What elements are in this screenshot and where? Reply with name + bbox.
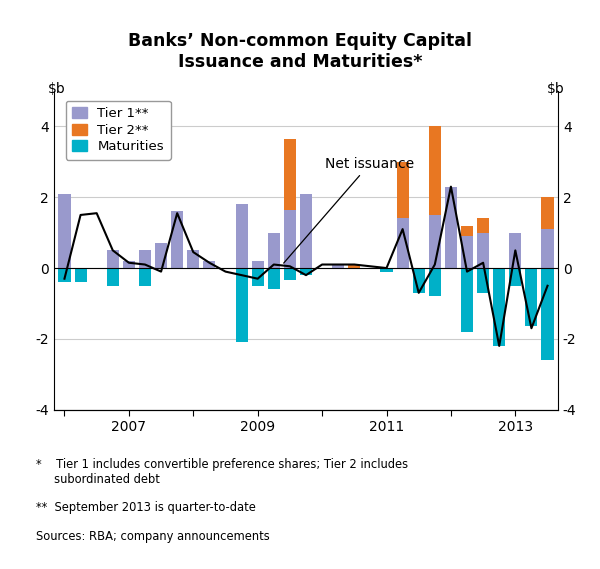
- Bar: [380, 268, 392, 271]
- Text: $b: $b: [47, 83, 65, 96]
- Bar: [461, 225, 473, 236]
- Bar: [171, 212, 183, 268]
- Bar: [236, 204, 248, 268]
- Bar: [477, 218, 489, 233]
- Bar: [429, 268, 441, 296]
- Bar: [187, 250, 199, 268]
- Bar: [477, 268, 489, 293]
- Bar: [107, 250, 119, 268]
- Bar: [509, 233, 521, 268]
- Text: **  September 2013 is quarter-to-date: ** September 2013 is quarter-to-date: [36, 501, 256, 514]
- Text: Net issuance: Net issuance: [284, 156, 415, 263]
- Legend: Tier 1**, Tier 2**, Maturities: Tier 1**, Tier 2**, Maturities: [65, 101, 170, 160]
- Bar: [300, 268, 312, 275]
- Bar: [251, 268, 264, 286]
- Bar: [429, 126, 441, 215]
- Bar: [268, 233, 280, 268]
- Bar: [139, 268, 151, 286]
- Text: $b: $b: [547, 83, 565, 96]
- Bar: [58, 268, 71, 282]
- Bar: [541, 229, 554, 268]
- Bar: [541, 268, 554, 360]
- Bar: [300, 193, 312, 268]
- Bar: [413, 268, 425, 293]
- Bar: [74, 268, 86, 282]
- Bar: [284, 268, 296, 281]
- Bar: [526, 268, 538, 327]
- Bar: [251, 261, 264, 268]
- Bar: [429, 215, 441, 268]
- Bar: [155, 244, 167, 268]
- Text: Banks’ Non-common Equity Capital
Issuance and Maturities*: Banks’ Non-common Equity Capital Issuanc…: [128, 32, 472, 71]
- Bar: [509, 268, 521, 286]
- Bar: [461, 236, 473, 268]
- Bar: [348, 265, 361, 268]
- Bar: [445, 187, 457, 268]
- Bar: [236, 268, 248, 343]
- Bar: [284, 209, 296, 268]
- Bar: [107, 268, 119, 286]
- Text: Sources: RBA; company announcements: Sources: RBA; company announcements: [36, 530, 270, 543]
- Bar: [332, 265, 344, 268]
- Bar: [541, 197, 554, 229]
- Bar: [203, 261, 215, 268]
- Bar: [397, 162, 409, 218]
- Bar: [397, 218, 409, 268]
- Text: *    Tier 1 includes convertible preference shares; Tier 2 includes
     subordi: * Tier 1 includes convertible preference…: [36, 458, 408, 486]
- Bar: [58, 193, 71, 268]
- Bar: [493, 268, 505, 346]
- Bar: [461, 268, 473, 332]
- Bar: [268, 268, 280, 289]
- Bar: [477, 233, 489, 268]
- Bar: [284, 139, 296, 209]
- Bar: [123, 261, 135, 268]
- Bar: [139, 250, 151, 268]
